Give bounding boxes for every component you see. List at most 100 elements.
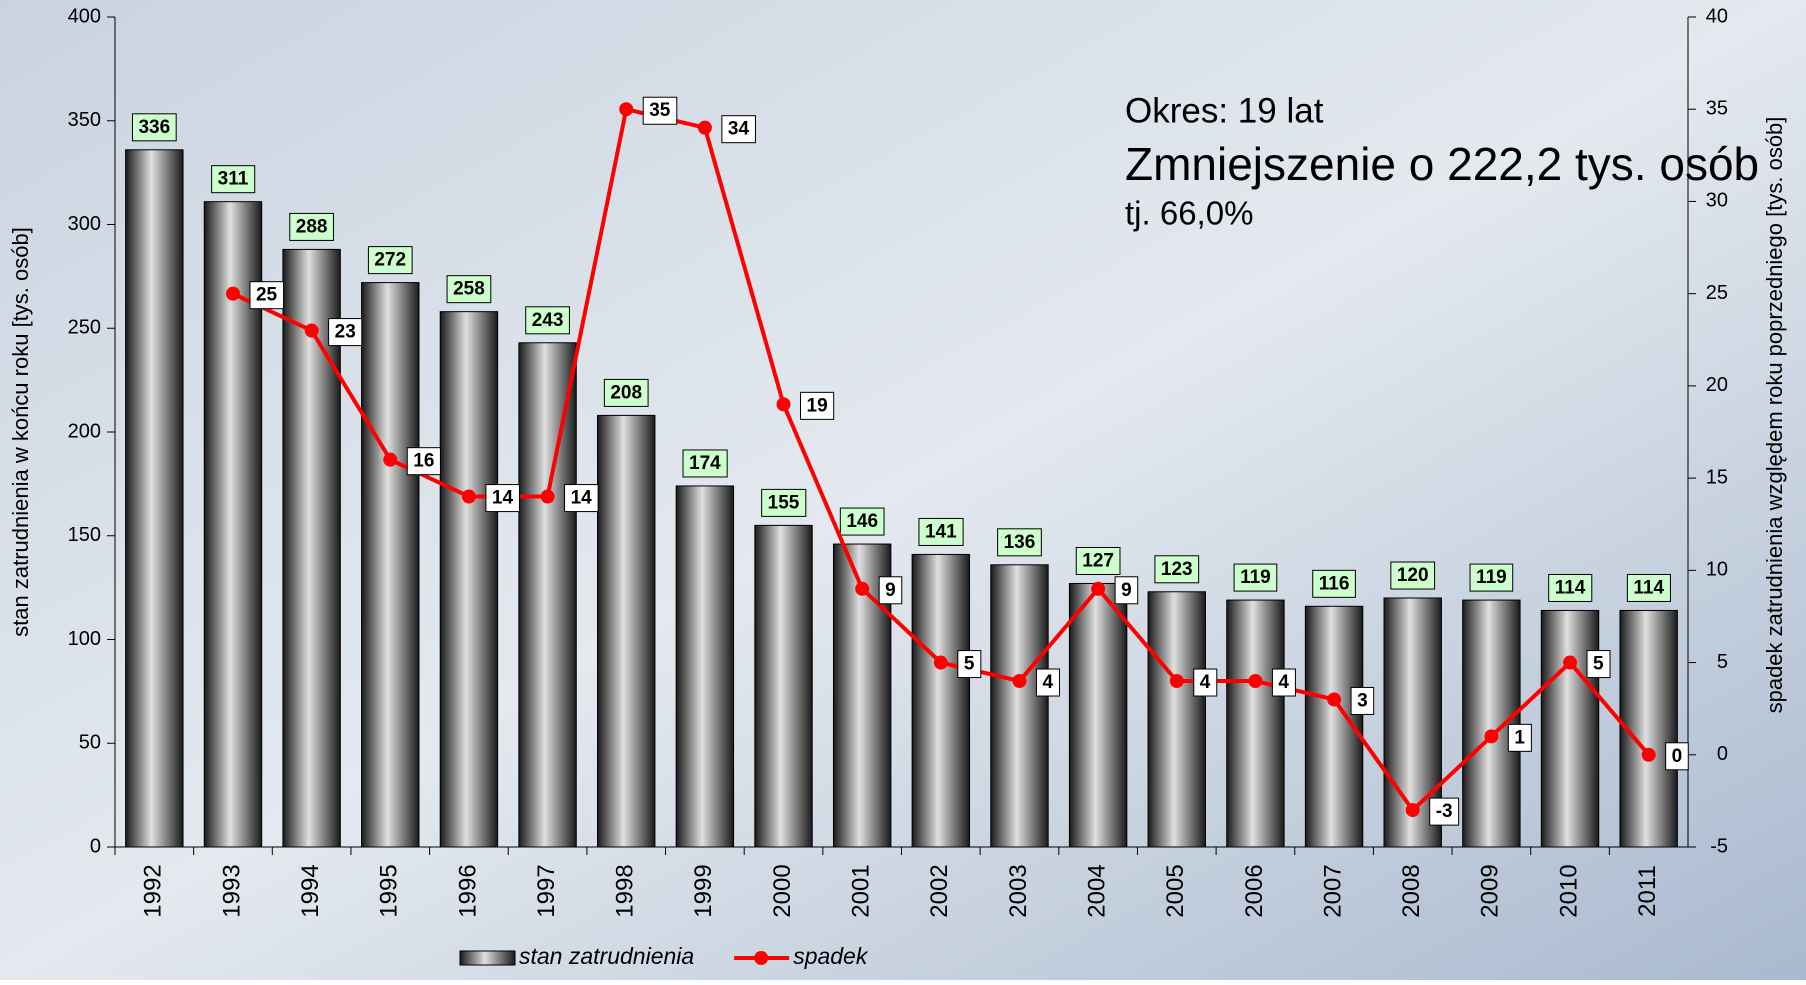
bar bbox=[362, 283, 419, 847]
data-label-group: 123 bbox=[1155, 556, 1199, 583]
x-tick-label: 2009 bbox=[1477, 864, 1504, 917]
data-label: 136 bbox=[1004, 532, 1036, 553]
data-label-group: 23 bbox=[329, 319, 362, 346]
x-tick-label: 2001 bbox=[848, 864, 875, 917]
y-tick-label: 0 bbox=[90, 835, 101, 857]
data-label-group: 1 bbox=[1508, 724, 1531, 751]
data-label: 155 bbox=[768, 492, 800, 513]
line-marker bbox=[1012, 674, 1026, 688]
y2-axis-title: spadek zatrudnienia względem roku poprze… bbox=[1762, 117, 1787, 714]
data-label-group: 5 bbox=[1587, 651, 1610, 678]
data-label: 4 bbox=[1278, 672, 1289, 693]
data-label-group: 208 bbox=[604, 379, 648, 406]
line-marker bbox=[1642, 748, 1656, 762]
x-tick-label: 1996 bbox=[454, 864, 481, 917]
data-label-group: 4 bbox=[1272, 669, 1295, 696]
data-label: 243 bbox=[532, 310, 564, 331]
y2-tick-label: 5 bbox=[1717, 651, 1728, 673]
data-label-group: 336 bbox=[132, 114, 176, 141]
x-tick-label: 1993 bbox=[218, 864, 245, 917]
bar bbox=[912, 554, 969, 847]
data-label-group: -3 bbox=[1430, 798, 1459, 825]
legend-swatch bbox=[460, 951, 515, 965]
data-label: 9 bbox=[1121, 580, 1132, 601]
x-tick-label: 2006 bbox=[1241, 864, 1268, 917]
data-label: 141 bbox=[925, 521, 957, 542]
data-label: 4 bbox=[1042, 672, 1053, 693]
y2-tick-label: 10 bbox=[1706, 559, 1728, 581]
x-tick-label: 2003 bbox=[1005, 864, 1032, 917]
data-label: 19 bbox=[807, 395, 828, 416]
y2-tick-label: -5 bbox=[1710, 835, 1728, 857]
data-label-group: 0 bbox=[1666, 743, 1689, 770]
line-marker bbox=[305, 324, 319, 338]
data-label: 114 bbox=[1633, 577, 1664, 598]
x-tick-label: 1998 bbox=[612, 864, 639, 917]
x-tick-label: 2005 bbox=[1162, 864, 1189, 917]
data-label-group: 174 bbox=[683, 450, 727, 477]
data-label: 119 bbox=[1476, 567, 1507, 588]
y-tick-label: 100 bbox=[68, 628, 101, 650]
data-label-group: 119 bbox=[1470, 564, 1513, 591]
y2-tick-label: 40 bbox=[1706, 5, 1728, 27]
data-label: 336 bbox=[138, 117, 170, 138]
data-label: 288 bbox=[296, 216, 328, 237]
x-tick-label: 2000 bbox=[769, 864, 796, 917]
data-label-group: 34 bbox=[722, 116, 756, 143]
x-tick-label: 1992 bbox=[140, 864, 167, 917]
y2-tick-label: 20 bbox=[1706, 374, 1728, 396]
legend-swatch bbox=[754, 951, 768, 965]
line-marker bbox=[1327, 692, 1341, 706]
data-label-group: 14 bbox=[486, 485, 520, 512]
data-label-group: 19 bbox=[801, 392, 834, 419]
data-label-group: 272 bbox=[368, 247, 412, 274]
line-marker bbox=[1248, 674, 1262, 688]
bar bbox=[519, 343, 576, 847]
annotation: Zmniejszenie o 222,2 tys. osób bbox=[1125, 138, 1759, 190]
y2-tick-label: 25 bbox=[1706, 282, 1728, 304]
x-tick-label: 1995 bbox=[376, 864, 403, 917]
y2-tick-label: 35 bbox=[1706, 98, 1728, 120]
data-label: 14 bbox=[571, 488, 593, 509]
data-label: -3 bbox=[1436, 801, 1453, 822]
data-label-group: 114 bbox=[1549, 574, 1592, 601]
x-tick-label: 2011 bbox=[1634, 865, 1661, 917]
line-marker bbox=[1091, 582, 1105, 596]
annotation: tj. 66,0% bbox=[1125, 195, 1253, 232]
data-label-group: 120 bbox=[1391, 562, 1435, 589]
x-tick-label: 2008 bbox=[1398, 864, 1425, 917]
line-marker bbox=[1484, 729, 1498, 743]
bar bbox=[676, 486, 733, 847]
data-label-group: 3 bbox=[1351, 687, 1374, 714]
data-label: 23 bbox=[335, 322, 356, 343]
data-label-group: 4 bbox=[1194, 669, 1217, 696]
data-label: 14 bbox=[492, 488, 514, 509]
data-label: 272 bbox=[374, 250, 406, 271]
bar bbox=[1227, 600, 1284, 847]
y-axis-title: stan zatrudnienia w końcu roku [tys. osó… bbox=[8, 227, 33, 637]
x-tick-label: 1999 bbox=[690, 864, 717, 917]
data-label-group: 258 bbox=[447, 276, 491, 303]
x-tick-label: 2007 bbox=[1319, 864, 1346, 917]
bar bbox=[1541, 610, 1598, 847]
bar bbox=[991, 565, 1048, 847]
line-marker bbox=[777, 397, 791, 411]
bar bbox=[126, 150, 183, 847]
data-label-group: 136 bbox=[998, 529, 1042, 556]
y-tick-label: 300 bbox=[68, 213, 101, 235]
y-tick-label: 350 bbox=[68, 109, 101, 131]
y2-tick-label: 0 bbox=[1717, 743, 1728, 765]
line-marker bbox=[226, 287, 240, 301]
y-tick-label: 250 bbox=[68, 317, 101, 339]
data-label: 127 bbox=[1082, 550, 1114, 571]
line-marker bbox=[383, 453, 397, 467]
data-label-group: 114 bbox=[1627, 574, 1670, 601]
data-label: 25 bbox=[256, 285, 278, 306]
chart: Okres: 19 lat Zmniejszenie o 222,2 tys. … bbox=[0, 0, 1806, 980]
data-label-group: 25 bbox=[250, 282, 284, 309]
y-tick-label: 150 bbox=[68, 524, 101, 546]
data-label-group: 288 bbox=[290, 213, 334, 240]
data-label-group: 35 bbox=[643, 97, 677, 124]
data-label: 34 bbox=[728, 119, 750, 140]
data-label-group: 4 bbox=[1036, 669, 1059, 696]
